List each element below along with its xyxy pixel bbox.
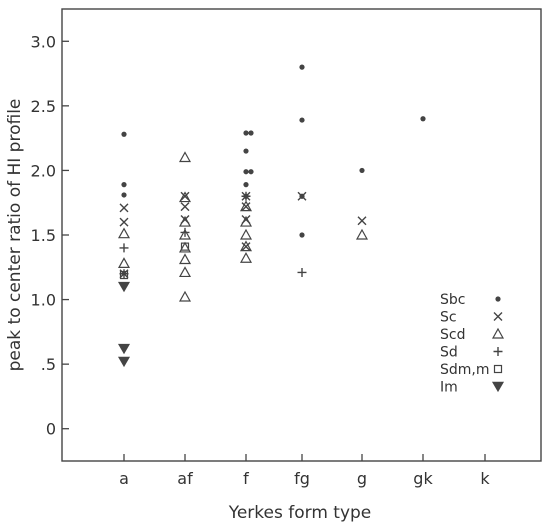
x-tick-label: f [243, 469, 249, 488]
point-sc [119, 217, 129, 227]
point-sbc [359, 167, 365, 174]
y-tick-label: 2.0 [31, 161, 56, 180]
point-sbc [248, 130, 254, 136]
point-sbc [121, 182, 127, 188]
point-scd [239, 228, 253, 240]
point-sc [297, 191, 307, 201]
point-sbc [299, 232, 305, 238]
y-tick-label: 1.0 [31, 291, 56, 310]
x-tick-label: g [357, 469, 367, 488]
y-axis-label: peak to center ratio of HI profile [5, 99, 25, 372]
legend-label: Sc [440, 310, 457, 326]
point-im [117, 356, 131, 368]
point-sbc [420, 116, 426, 122]
x-tick-label: af [177, 469, 193, 488]
point-scd [117, 257, 131, 269]
legend-label: Sd [440, 345, 458, 361]
legend-marker [491, 327, 505, 339]
point-scd [178, 253, 192, 265]
point-scd [178, 215, 192, 227]
point-sbc [299, 117, 305, 123]
point-sc [241, 242, 251, 252]
point-scd [117, 227, 131, 239]
point-sc [357, 216, 367, 226]
point-scd [239, 240, 253, 252]
x-tick-label: fg [294, 469, 310, 488]
point-sd [297, 267, 307, 277]
point-scd [355, 228, 369, 240]
legend-marker [493, 347, 503, 356]
y-tick-label: 0 [46, 420, 56, 439]
x-tick-label: a [119, 469, 129, 488]
point-scd [178, 191, 192, 203]
point-sc [180, 202, 190, 212]
point-sdmm [180, 242, 190, 251]
point-scd [239, 215, 253, 227]
legend-marker [491, 381, 505, 393]
point-sdmm [119, 270, 129, 280]
point-sc [241, 202, 251, 212]
legend-marker [493, 364, 503, 374]
point-sbc [243, 148, 249, 154]
point-sc [119, 203, 129, 213]
x-tick-label: gk [413, 469, 433, 488]
legend-label: Im [440, 380, 458, 396]
point-scd [239, 200, 253, 212]
point-scd [178, 266, 192, 278]
point-im [117, 281, 131, 293]
point-scd [178, 290, 192, 302]
legend-label: Sdm,m [440, 362, 490, 378]
point-scd [178, 241, 192, 253]
legend-label: Sbc [440, 292, 465, 308]
point-sbc [243, 169, 249, 175]
x-axis-label: Yerkes form type [228, 503, 372, 523]
point-sc [180, 191, 190, 201]
data-points [117, 64, 426, 368]
y-tick-label: 1.5 [31, 226, 56, 245]
point-sbc [248, 169, 254, 175]
point-sbc [243, 130, 249, 136]
legend-label: Scd [440, 327, 465, 343]
y-tick-label: 3.0 [31, 32, 56, 51]
axis-ticks: 0 .5 1.0 1.5 2.0 2.5 3.0 a af f fg g gk k [31, 32, 491, 488]
point-sd [241, 191, 251, 201]
legend-marker [493, 312, 503, 321]
point-im [117, 343, 131, 355]
legend-marker [495, 296, 501, 302]
point-sbc [299, 64, 305, 70]
point-scd [239, 252, 253, 263]
point-sbc [243, 182, 249, 188]
point-scd [178, 151, 192, 163]
point-sbc [121, 131, 127, 137]
y-tick-label: .5 [41, 355, 56, 374]
point-sd [180, 227, 190, 237]
point-scd [178, 228, 192, 240]
point-sd [119, 243, 129, 253]
point-sbc [121, 192, 127, 198]
x-tick-label: k [480, 469, 490, 488]
y-tick-label: 2.5 [31, 97, 56, 116]
